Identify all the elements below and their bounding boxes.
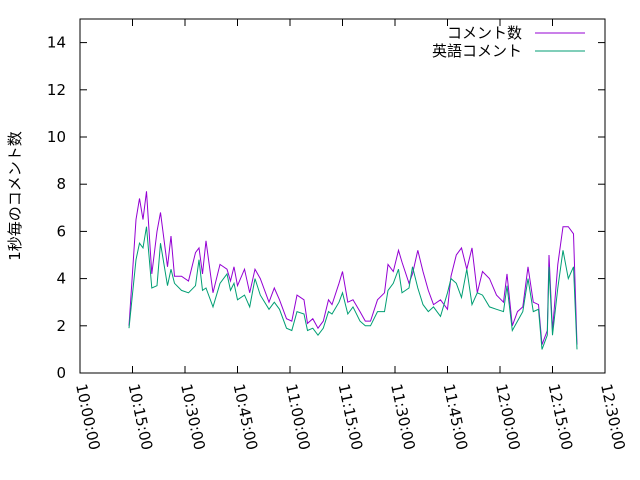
x-tick-label: 12:15:00: [545, 382, 577, 452]
plot-border: [79, 18, 606, 374]
y-tick-label: 4: [56, 270, 66, 288]
y-tick-label: 12: [47, 81, 66, 99]
x-tick-label: 10:00:00: [72, 382, 104, 452]
x-tick-label: 10:45:00: [230, 382, 262, 452]
x-tick-label: 11:15:00: [335, 382, 367, 452]
y-tick-label: 10: [47, 128, 66, 146]
x-tick-label: 11:00:00: [282, 382, 314, 452]
x-tick-label: 12:30:00: [597, 382, 629, 452]
x-tick-label: 10:15:00: [125, 382, 157, 452]
legend-label: 英語コメント: [432, 42, 522, 60]
y-tick-label: 0: [56, 364, 66, 382]
series-line: [128, 226, 578, 350]
x-tick-label: 11:30:00: [387, 382, 419, 452]
series-line: [128, 191, 578, 345]
x-tick-label: 11:45:00: [440, 382, 472, 452]
y-tick-label: 14: [47, 34, 66, 52]
y-axis-label: 1秒毎のコメント数: [6, 131, 24, 261]
x-tick-label: 10:30:00: [177, 382, 209, 452]
x-tick-label: 12:00:00: [492, 382, 524, 452]
y-tick-label: 2: [56, 317, 66, 335]
y-tick-label: 8: [56, 175, 66, 193]
y-tick-label: 6: [56, 222, 66, 240]
legend-label: コメント数: [447, 24, 522, 42]
